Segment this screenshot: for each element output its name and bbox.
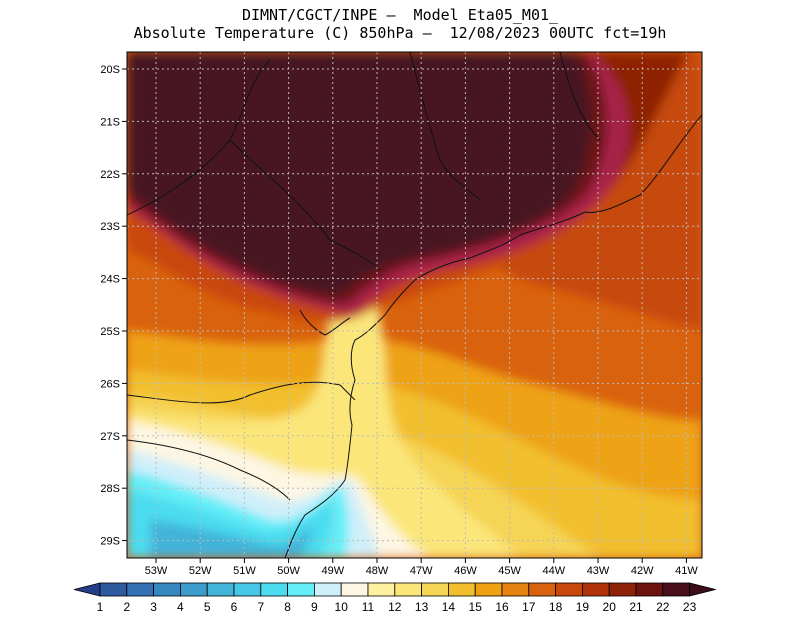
colorbar-cell: [474, 582, 503, 597]
lon-tick-label: 45W: [498, 565, 521, 577]
lon-tick-label: 48W: [366, 565, 389, 577]
colorbar-label: 2: [123, 600, 130, 614]
colorbar-label: 22: [656, 600, 670, 614]
colorbar-cell: [608, 582, 637, 597]
colorbar-label: 13: [415, 600, 429, 614]
lat-tick-label: 24S: [100, 274, 120, 286]
field-blue: [150, 520, 311, 558]
colorbar-cell: [233, 582, 262, 597]
lon-tick-label: 51W: [233, 565, 256, 577]
colorbar-cell: [287, 582, 315, 597]
colorbar-cell: [206, 582, 235, 597]
lon-tick-label: 46W: [454, 565, 477, 577]
state-border-south: [127, 381, 356, 501]
colorbar-cell: [447, 582, 476, 597]
lon-tick-label: 41W: [675, 565, 698, 577]
colorbar-cell: [153, 582, 181, 597]
colorbar-cell: [394, 582, 422, 597]
colorbar-cell: [662, 582, 690, 597]
colorbar-label: 16: [495, 600, 509, 614]
colorbar-label: 8: [284, 600, 291, 614]
coastline: [284, 114, 702, 558]
temperature-field: [127, 52, 702, 558]
colorbar-label: 15: [469, 600, 483, 614]
colorbar-cell: [582, 582, 610, 597]
colorbar-label: 23: [683, 600, 697, 614]
colorbar-label: 12: [388, 600, 402, 614]
lon-tick-label: 43W: [587, 565, 610, 577]
graticule: [127, 52, 702, 558]
chart-subtitle: Absolute Temperature (C) 850hPa – 12/08/…: [133, 24, 667, 42]
colorbar-label: 4: [177, 600, 184, 614]
colorbar-label: 19: [576, 600, 590, 614]
lat-tick-label: 26S: [100, 378, 120, 390]
colorbar: 1 2 3 4 5 6 7 8 9 10 11 12 13 14 15 16 17 18 19 20 21 22 23: [73, 582, 716, 614]
lon-tick-label: 52W: [189, 565, 212, 577]
colorbar-cell: [367, 582, 396, 597]
lat-tick-label: 25S: [100, 326, 120, 338]
colorbar-label: 3: [150, 600, 157, 614]
lat-tick-label: 22S: [100, 169, 120, 181]
colorbar-cell: [555, 582, 583, 597]
lon-tick-label: 53W: [145, 565, 168, 577]
colorbar-label: 1: [97, 600, 104, 614]
colorbar-cell: [99, 582, 128, 597]
lat-tick-label: 20S: [100, 64, 120, 76]
lat-tick-label: 27S: [100, 431, 120, 443]
colorbar-label: 14: [442, 600, 456, 614]
latitude-axis: 20S 21S 22S 23S 24S 25S 26S 27S 28S 29S: [100, 64, 127, 548]
lon-tick-label: 49W: [321, 565, 344, 577]
colorbar-cell: [635, 582, 664, 597]
lat-tick-label: 21S: [100, 116, 120, 128]
colorbar-cell: [528, 582, 556, 597]
longitude-axis: 53W 52W 51W 50W 49W 48W 47W 46W 45W 44W 43W 42W 41W: [145, 558, 698, 577]
colorbar-label: 6: [231, 600, 238, 614]
colorbar-arrow-left: [73, 582, 101, 597]
colorbar-label: 7: [257, 600, 264, 614]
colorbar-cell: [340, 582, 369, 597]
colorbar-label: 17: [522, 600, 536, 614]
colorbar-cell: [501, 582, 530, 597]
lat-tick-label: 29S: [100, 536, 120, 548]
colorbar-label: 11: [362, 600, 375, 614]
lat-tick-label: 28S: [100, 483, 120, 495]
colorbar-cell: [313, 582, 342, 597]
colorbar-label: 21: [629, 600, 643, 614]
lon-tick-label: 42W: [631, 565, 654, 577]
field-hot-core: [127, 52, 592, 295]
colorbar-cell: [126, 582, 155, 597]
colorbar-label: 20: [603, 600, 617, 614]
colorbar-label: 9: [311, 600, 318, 614]
colorbar-label: 18: [549, 600, 563, 614]
lon-tick-label: 44W: [542, 565, 565, 577]
colorbar-label: 10: [335, 600, 349, 614]
colorbar-label: 5: [204, 600, 211, 614]
lon-tick-label: 47W: [410, 565, 433, 577]
colorbar-cell: [179, 582, 208, 597]
lon-tick-label: 50W: [277, 565, 300, 577]
colorbar-cell: [260, 582, 288, 597]
state-border-mid: [299, 309, 351, 336]
coastline-borders: [127, 52, 702, 558]
colorbar-arrow-right: [689, 582, 716, 597]
map-frame: [126, 51, 703, 559]
lat-tick-label: 23S: [100, 221, 120, 233]
state-border-north: [127, 52, 601, 271]
chart-title: DIMNT/CGCT/INPE – Model Eta05_M01_: [241, 6, 559, 24]
colorbar-cell: [421, 582, 449, 597]
